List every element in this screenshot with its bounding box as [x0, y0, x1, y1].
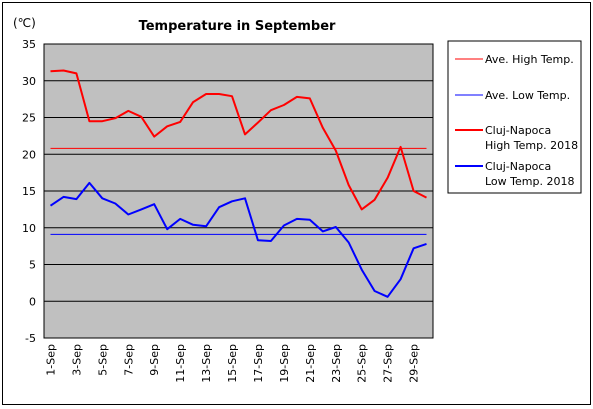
temperature-chart: Temperature in September (℃) 35 30 25 20 15 1… [13, 16, 582, 383]
x-tick-label: 1-Sep [44, 344, 57, 376]
x-tick-label: 25-Sep [356, 344, 369, 383]
legend-label-2: High Temp. 2018 [485, 139, 578, 152]
x-tick-label: 9-Sep [148, 344, 161, 376]
x-tick-label: 11-Sep [174, 344, 187, 383]
x-tick-label: 7-Sep [122, 344, 135, 376]
grid-lines [44, 80, 433, 302]
y-unit-label: (℃) [13, 16, 36, 30]
x-tick-label: 23-Sep [330, 344, 343, 383]
x-tick-label: 27-Sep [382, 344, 395, 383]
x-tick-label: 13-Sep [200, 344, 213, 383]
series-layer [49, 69, 427, 298]
legend-label-3: Cluj-Napoca [485, 160, 551, 173]
x-tick-label: 19-Sep [278, 344, 291, 383]
x-tick-label: 3-Sep [70, 344, 83, 376]
chart-title: Temperature in September [139, 19, 336, 34]
y-tick-label: 15 [22, 185, 36, 198]
x-tick-label: 21-Sep [304, 344, 317, 383]
x-axis: 1-Sep 3-Sep 5-Sep 7-Sep 9-Sep 11-Sep 13-Sep 15-… [44, 344, 420, 383]
y-tick-label: 0 [29, 295, 36, 308]
legend-box [447, 40, 582, 194]
legend-label-3: Low Temp. 2018 [485, 175, 574, 188]
y-tick-label: 10 [22, 222, 36, 235]
legend-label-1: Ave. Low Temp. [485, 89, 570, 102]
legend-label-2: Cluj-Napoca [485, 124, 551, 137]
y-tick-label: -5 [25, 332, 36, 345]
y-tick-label: 25 [22, 112, 36, 125]
legend: Ave. High Temp. Ave. Low Temp. Cluj-Napoca… [447, 40, 582, 194]
y-tick-label: 35 [22, 38, 36, 51]
x-tick-label: 5-Sep [96, 344, 109, 376]
y-tick-label: 5 [29, 259, 36, 272]
y-tick-label: 30 [22, 75, 36, 88]
x-tick-label: 15-Sep [226, 344, 239, 383]
x-tick-label: 29-Sep [408, 344, 421, 383]
series-line-3 [49, 181, 427, 298]
y-tick-label: 20 [22, 148, 36, 161]
legend-label-0: Ave. High Temp. [485, 53, 574, 66]
x-tick-label: 17-Sep [252, 344, 265, 383]
y-axis: 35 30 25 20 15 10 5 0 -5 [22, 38, 36, 345]
series-line-2 [50, 69, 427, 211]
chart-frame: Temperature in September (℃) 35 30 25 20 15 1… [2, 2, 591, 405]
